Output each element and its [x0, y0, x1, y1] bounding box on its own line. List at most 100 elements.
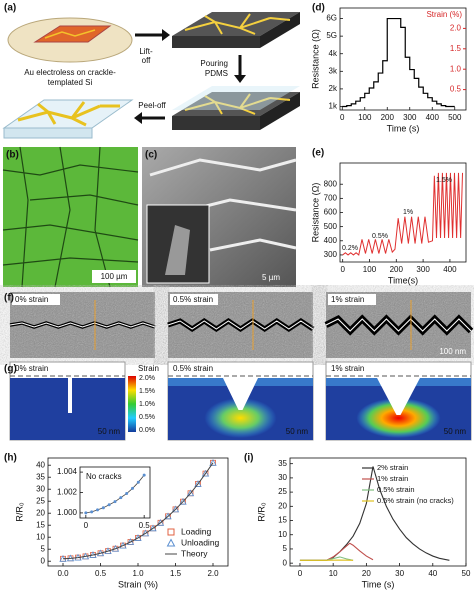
micrograph-c: 5 µm — [142, 147, 297, 287]
notch — [376, 377, 421, 415]
label-box — [170, 294, 218, 305]
inset-marker — [90, 510, 94, 514]
au-lines — [184, 13, 291, 35]
colorbar-title: Strain — [138, 364, 159, 373]
x-tick-label: 200 — [381, 113, 395, 122]
y-tick-label: 20 — [36, 508, 45, 517]
panel-label: (c) — [145, 150, 157, 161]
y-tick-label: 20 — [278, 501, 287, 510]
y-axis-label: R/R₀ — [256, 502, 266, 521]
y-tick-label: 6G — [326, 14, 337, 23]
inset-marker — [119, 496, 123, 500]
plot-frame — [339, 7, 467, 111]
unloading-marker — [186, 489, 195, 497]
x-tick-label: 400 — [443, 265, 457, 274]
y-tick-label: 40 — [36, 460, 45, 469]
au-lines — [184, 93, 291, 115]
slab-front — [172, 116, 260, 130]
au-lines — [44, 29, 96, 39]
y2-axis-label: Strain (%) — [426, 10, 462, 19]
x-tick-label: 50 — [462, 569, 471, 578]
label-box — [12, 294, 60, 305]
x-tick-label: 0.5 — [139, 521, 151, 530]
micrograph-f: 0% strain 0.5% strain 1% strain 100 nm — [9, 292, 474, 358]
x-axis-label: Strain (%) — [118, 579, 158, 589]
inset-marker — [96, 508, 99, 512]
y-axis-label: R/R₀ — [14, 502, 24, 521]
crack-edge — [167, 320, 314, 330]
strain-label: 0.5% strain — [173, 295, 213, 304]
plot-frame — [289, 457, 467, 567]
unloading-marker — [171, 505, 180, 513]
step-text: off — [142, 56, 152, 65]
unloading-marker — [209, 458, 217, 466]
x-tick-label: 0 — [298, 569, 303, 578]
strain-label: 0% strain — [15, 364, 48, 373]
slot — [68, 378, 72, 413]
x-tick-label: 0.0 — [57, 569, 69, 578]
y-tick-label: 25 — [278, 487, 287, 496]
x-tick-label: 0.5 — [95, 569, 107, 578]
x-axis-label: Time (s) — [387, 123, 420, 133]
arrow-head — [162, 29, 170, 41]
y-tick-label: 0 — [41, 556, 46, 565]
x-tick-label: 40 — [428, 569, 437, 578]
panel-label: (f) — [4, 293, 14, 304]
inset-marker — [101, 506, 105, 510]
schematic: Au electroless on crackle- templated Si … — [2, 12, 300, 139]
colorbar-tick: 2.0% — [139, 375, 155, 382]
label-box — [328, 294, 376, 305]
legend-label: 1% strain — [377, 474, 408, 483]
step-text: Au electroless on crackle- — [24, 68, 116, 77]
scale-label: 50 nm — [444, 427, 467, 436]
inset-marker — [113, 500, 117, 504]
crack-edge — [9, 322, 156, 328]
x-tick-label: 1.0 — [132, 569, 144, 578]
x-tick-label: 100 — [363, 265, 377, 274]
inset-marker — [84, 511, 88, 515]
theory-line — [62, 462, 214, 560]
arrow-head — [134, 112, 142, 124]
panel-label: (b) — [6, 150, 19, 161]
scale-label: 50 nm — [98, 427, 121, 436]
y-tick-label: 5 — [41, 544, 46, 553]
annotation: 1.5% — [436, 177, 452, 184]
x-axis-label: Time (s) — [362, 579, 395, 589]
y-tick-label: 700 — [324, 193, 338, 202]
si-wafer — [33, 25, 112, 43]
inset-marker — [125, 492, 129, 496]
scale-label: 100 nm — [439, 347, 466, 356]
panel-label: (e) — [312, 148, 324, 159]
inset-bg — [80, 467, 150, 518]
pdms — [172, 86, 300, 110]
y2-tick-label: 1.5 — [450, 44, 462, 53]
colorbar — [128, 376, 136, 432]
inset-marker — [136, 480, 140, 484]
y-tick-label: 300 — [324, 250, 338, 259]
y-axis-label: Resistance (Ω) — [310, 29, 320, 89]
strain-field — [356, 398, 441, 438]
y-tick-label: 1k — [329, 102, 338, 111]
x-tick-label: 300 — [416, 265, 430, 274]
x-tick-label: 1.5 — [170, 569, 182, 578]
step-text: templated Si — [48, 78, 93, 87]
inset-title: No cracks — [86, 472, 122, 481]
y-tick-label: 10 — [36, 532, 45, 541]
x-tick-label: 200 — [390, 265, 404, 274]
strain-field — [204, 398, 277, 438]
cracks — [2, 146, 139, 288]
arrow-head — [234, 75, 246, 83]
panel-label: (i) — [244, 453, 253, 464]
y-tick-label: 4k — [329, 49, 338, 58]
legend-label: Theory — [181, 548, 208, 558]
micrograph-b: 100 µm — [2, 146, 139, 288]
x-tick-label: 500 — [448, 113, 462, 122]
x-axis-label: Time(s) — [388, 275, 418, 285]
unloading-marker — [134, 534, 142, 541]
legend-swatch — [167, 528, 175, 536]
notch — [222, 377, 259, 410]
y-tick-label: 15 — [278, 516, 287, 525]
annotation: 0.2% — [342, 245, 358, 252]
scale-label: 5 µm — [262, 273, 280, 282]
